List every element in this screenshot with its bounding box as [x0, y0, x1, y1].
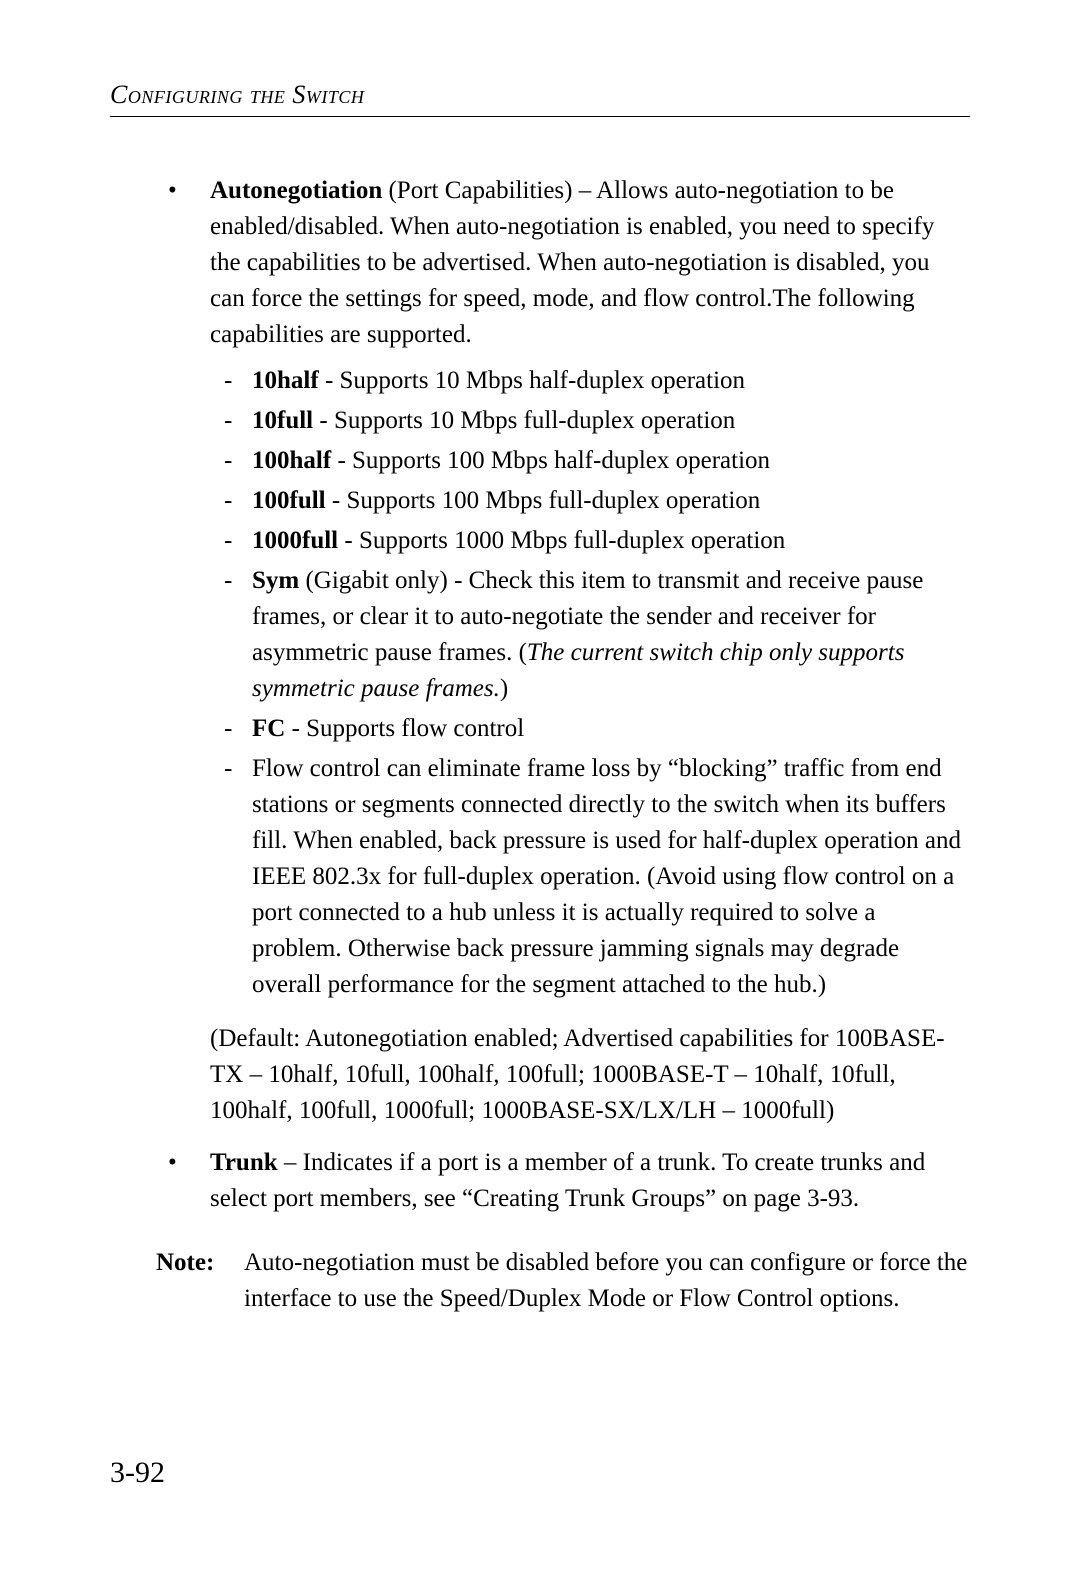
cap-text: - Supports 1000 Mbps full-duplex operati…	[338, 527, 785, 554]
item-body: Indicates if a port is a member of a tru…	[210, 1149, 925, 1212]
term-suffix: (Port Capabilities) –	[382, 177, 596, 204]
page: Configuring the Switch Autonegotiation (…	[0, 0, 1080, 1570]
cap-text: - Supports 100 Mbps half-duplex operatio…	[331, 447, 770, 474]
cap-term: 10full	[252, 407, 313, 434]
capabilities-list: 10half - Supports 10 Mbps half-duplex op…	[210, 363, 970, 1003]
cap-text: - Supports 100 Mbps full-duplex operatio…	[326, 487, 761, 514]
cap-fc: FC - Supports flow control	[210, 711, 970, 747]
head-rule	[110, 116, 970, 117]
item-trunk: Trunk – Indicates if a port is a member …	[110, 1145, 970, 1217]
cap-10half: 10half - Supports 10 Mbps half-duplex op…	[210, 363, 970, 399]
cap-1000full: 1000full - Supports 1000 Mbps full-duple…	[210, 523, 970, 559]
top-bullet-list: Autonegotiation (Port Capabilities) – Al…	[110, 173, 970, 1217]
cap-100full: 100full - Supports 100 Mbps full-duplex …	[210, 483, 970, 519]
cap-100half: 100half - Supports 100 Mbps half-duplex …	[210, 443, 970, 479]
cap-term: FC	[252, 715, 285, 742]
page-content: Autonegotiation (Port Capabilities) – Al…	[110, 173, 970, 1317]
running-head: Configuring the Switch	[110, 80, 970, 110]
cap-flowcontrol-desc: Flow control can eliminate frame loss by…	[210, 751, 970, 1003]
default-block: (Default: Autonegotiation enabled; Adver…	[210, 1021, 970, 1129]
cap-sym: Sym (Gigabit only) - Check this item to …	[210, 563, 970, 707]
cap-text: - Supports 10 Mbps half-duplex operation	[319, 367, 745, 394]
note-label: Note:	[156, 1245, 244, 1317]
page-number: 3-92	[110, 1456, 165, 1490]
cap-text: - Supports flow control	[285, 715, 524, 742]
term-suffix: –	[278, 1149, 303, 1176]
cap-10full: 10full - Supports 10 Mbps full-duplex op…	[210, 403, 970, 439]
note-block: Note: Auto-negotiation must be disabled …	[110, 1245, 970, 1317]
cap-plain: Flow control can eliminate frame loss by…	[252, 755, 961, 998]
cap-tail: )	[500, 675, 508, 702]
cap-term: 100half	[252, 447, 331, 474]
cap-term: 1000full	[252, 527, 338, 554]
note-text: Auto-negotiation must be disabled before…	[244, 1245, 970, 1317]
cap-term: 10half	[252, 367, 319, 394]
item-autonegotiation: Autonegotiation (Port Capabilities) – Al…	[110, 173, 970, 1129]
term-autonegotiation: Autonegotiation	[210, 177, 382, 204]
cap-text: - Supports 10 Mbps full-duplex operation	[313, 407, 735, 434]
cap-term: 100full	[252, 487, 326, 514]
cap-term: Sym	[252, 567, 299, 594]
term-trunk: Trunk	[210, 1149, 278, 1176]
